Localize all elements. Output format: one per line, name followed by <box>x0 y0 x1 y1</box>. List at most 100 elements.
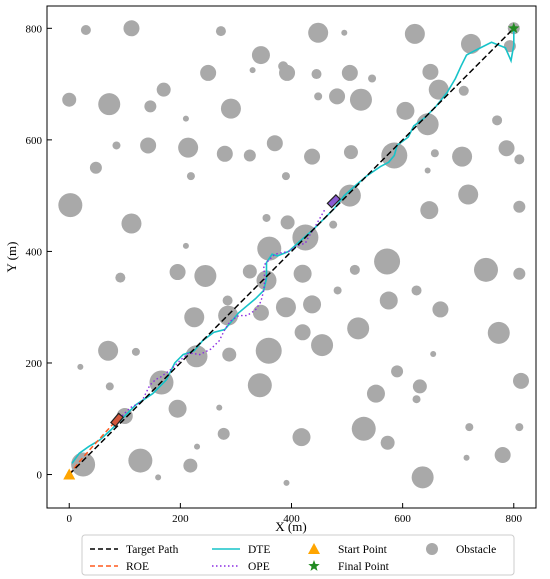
obstacle-53 <box>513 200 526 213</box>
obstacle-71 <box>333 286 342 295</box>
obstacle-51 <box>420 201 439 220</box>
obstacle-72 <box>379 291 398 310</box>
obstacle-89 <box>311 334 334 357</box>
obstacle-2 <box>215 26 226 37</box>
obstacle-66 <box>242 264 257 279</box>
obstacle-32 <box>112 141 121 150</box>
obstacle-58 <box>329 220 338 229</box>
obstacle-38 <box>304 148 321 165</box>
obstacle-34 <box>178 137 199 158</box>
legend-handle-start <box>308 543 320 554</box>
legend-label-start: Start Point <box>338 544 388 556</box>
obstacle-73 <box>411 285 422 296</box>
obstacle-69 <box>115 272 126 283</box>
obstacle-111 <box>128 448 153 473</box>
obstacle-103 <box>465 423 474 432</box>
obstacle-56 <box>280 215 295 230</box>
legend-frame <box>81 534 515 576</box>
obstacle-116 <box>411 466 434 489</box>
obstacle-65 <box>194 264 217 287</box>
y-tick-label-200: 200 <box>26 358 43 370</box>
axis-ticks: 0 200 400 600 800 0 200 400 600 800 <box>26 23 523 525</box>
x-tick-label-0: 0 <box>66 513 72 525</box>
obstacle-88 <box>255 337 282 364</box>
obstacle-105 <box>217 427 230 440</box>
obstacle-112 <box>183 458 198 473</box>
obstacle-59 <box>262 213 271 222</box>
obstacle-23 <box>62 92 77 107</box>
obstacle-30 <box>416 113 439 136</box>
plot-area <box>58 20 529 489</box>
obstacle-26 <box>220 98 241 119</box>
y-tick-label-600: 600 <box>26 135 43 147</box>
legend-entry-ope: OPE <box>212 561 270 573</box>
obstacle-98 <box>168 399 187 418</box>
obstacle-33 <box>140 137 157 154</box>
obstacle-61 <box>374 248 401 275</box>
obstacle-45 <box>89 161 102 174</box>
obstacle-39 <box>343 145 358 160</box>
legend-handle-final <box>308 560 320 571</box>
obstacle-8 <box>251 46 270 65</box>
legend-label-obstacle: Obstacle <box>456 544 496 556</box>
obstacles-layer <box>58 20 529 489</box>
ope-path <box>116 209 326 422</box>
obstacle-84 <box>98 340 119 361</box>
obstacle-44 <box>514 154 525 165</box>
obstacle-1 <box>123 20 140 37</box>
legend-label-final: Final Point <box>338 561 390 573</box>
obstacle-67 <box>293 264 312 283</box>
obstacle-91 <box>77 363 84 370</box>
y-tick-label-800: 800 <box>26 23 43 35</box>
obstacle-63 <box>513 267 526 280</box>
y-tick-label-0: 0 <box>37 470 43 482</box>
obstacle-43 <box>498 140 515 157</box>
legend-entry-target: Target Path <box>90 544 179 556</box>
obstacle-109 <box>494 447 511 464</box>
plot-frame <box>46 5 537 509</box>
obstacle-4 <box>341 29 348 36</box>
obstacle-3 <box>308 22 329 43</box>
obstacle-22 <box>368 74 377 83</box>
obstacle-81 <box>432 301 449 318</box>
obstacle-0 <box>80 24 91 35</box>
obstacle-20 <box>428 79 449 100</box>
obstacle-48 <box>424 167 431 174</box>
obstacle-35 <box>216 145 233 162</box>
obstacle-76 <box>303 295 322 314</box>
y-axis-label: Y (m) <box>4 242 19 273</box>
obstacle-29 <box>458 85 469 96</box>
obstacle-92 <box>105 382 114 391</box>
obstacle-41 <box>430 149 439 158</box>
obstacle-36 <box>243 149 256 162</box>
obstacle-18 <box>329 88 346 105</box>
obstacle-47 <box>281 172 290 181</box>
markers-layer <box>63 22 520 480</box>
obstacle-49 <box>58 193 83 218</box>
obstacle-25 <box>144 100 157 113</box>
obstacle-42 <box>452 146 473 167</box>
obstacle-28 <box>396 101 415 120</box>
obstacle-83 <box>294 324 311 341</box>
obstacle-24 <box>98 93 121 116</box>
obstacle-74 <box>222 295 233 306</box>
obstacle-85 <box>131 347 140 356</box>
x-tick-label-200: 200 <box>172 513 189 525</box>
obstacle-64 <box>169 264 186 281</box>
obstacle-52 <box>458 184 479 205</box>
obstacle-107 <box>351 416 376 441</box>
y-tick-label-400: 400 <box>26 246 43 258</box>
legend-entry-obstacle: Obstacle <box>426 543 496 556</box>
vehicle-ope-marker <box>326 194 341 209</box>
obstacle-50 <box>338 184 361 207</box>
legend-entry-final: Final Point <box>308 560 390 573</box>
legend-label-ope: OPE <box>248 561 270 573</box>
obstacle-31 <box>492 115 503 126</box>
obstacle-12 <box>279 64 296 81</box>
legend-label-roe: ROE <box>126 561 149 573</box>
obstacle-115 <box>283 479 290 486</box>
obstacle-17 <box>156 82 171 97</box>
obstacle-68 <box>349 264 360 275</box>
obstacle-77 <box>184 307 205 328</box>
